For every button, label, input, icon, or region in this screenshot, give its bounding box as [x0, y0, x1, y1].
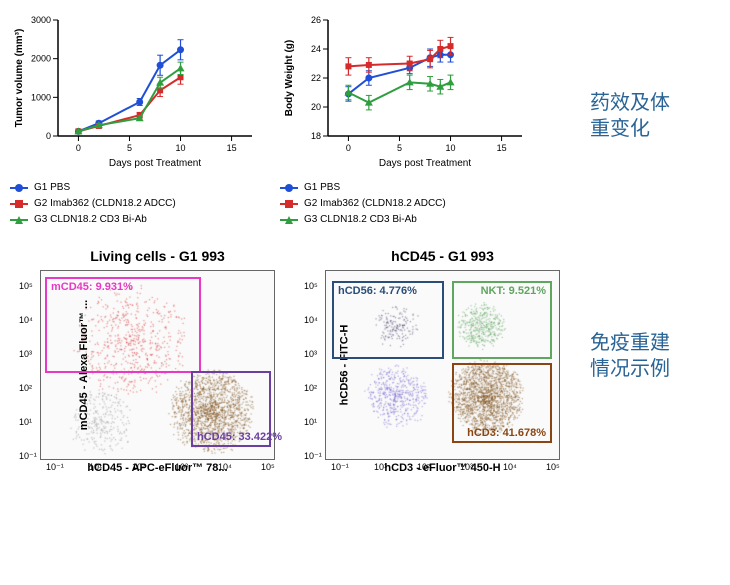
svg-text:0: 0	[76, 143, 81, 153]
svg-text:Body Weight (g): Body Weight (g)	[284, 40, 295, 116]
gate: hCD45: 33.422%	[191, 371, 271, 447]
tumor-volume-chart: 0 5 10 15 0 1000 2000 3000 Days post Treatment Tu…	[10, 10, 260, 228]
legend-item: G3 CLDN18.2 CD3 Bi-Ab	[280, 212, 530, 228]
flow-right-xlabel: hCD3 - eFluor™ 450-H	[325, 462, 560, 474]
flow-left: Living cells - G1 993 mCD45 - Alexa Fluo…	[40, 248, 275, 474]
svg-text:Days post Treatment: Days post Treatment	[109, 158, 201, 169]
gate: hCD56: 4.776%	[332, 281, 444, 359]
svg-text:10: 10	[446, 143, 456, 153]
side-label-efficacy: 药效及体重变化	[590, 90, 670, 142]
svg-text:15: 15	[497, 143, 507, 153]
svg-text:3000: 3000	[31, 15, 51, 25]
body-weight-chart: 0 5 10 15 18 20 22 24 26 Days post Treatment Body …	[280, 10, 530, 228]
svg-text:Days post Treatment: Days post Treatment	[379, 158, 471, 169]
svg-text:Tumor volume (mm³): Tumor volume (mm³)	[14, 29, 25, 128]
svg-text:22: 22	[311, 73, 321, 83]
legend-item: G1 PBS	[10, 180, 260, 196]
flow-right-title: hCD45 - G1 993	[325, 248, 560, 264]
svg-text:15: 15	[227, 143, 237, 153]
svg-text:1000: 1000	[31, 92, 51, 102]
svg-text:0: 0	[346, 143, 351, 153]
svg-text:26: 26	[311, 15, 321, 25]
side-label-immune: 免疫重建情况示例	[590, 330, 670, 382]
gate: NKT: 9.521%	[452, 281, 552, 359]
svg-text:10: 10	[176, 143, 186, 153]
legend-item: G1 PBS	[280, 180, 530, 196]
svg-text:24: 24	[311, 44, 321, 54]
svg-text:0: 0	[46, 131, 51, 141]
flow-left-title: Living cells - G1 993	[40, 248, 275, 264]
legend-item: G2 Imab362 (CLDN18.2 ADCC)	[280, 196, 530, 212]
gate: hCD3: 41.678%	[452, 363, 552, 443]
gate: mCD45: 9.931%	[45, 277, 201, 373]
svg-text:5: 5	[397, 143, 402, 153]
flow-left-xlabel: hCD45 - APC-eFluor™ 78...	[40, 462, 275, 474]
flow-right-plot: hCD56 - FITC-H hCD56: 4.776%NKT: 9.521%h…	[325, 270, 560, 460]
svg-text:5: 5	[127, 143, 132, 153]
svg-text:20: 20	[311, 102, 321, 112]
svg-text:2000: 2000	[31, 54, 51, 64]
legend-right: G1 PBSG2 Imab362 (CLDN18.2 ADCC)G3 CLDN1…	[280, 180, 530, 228]
flow-right: hCD45 - G1 993 hCD56 - FITC-H hCD56: 4.7…	[325, 248, 560, 474]
svg-text:18: 18	[311, 131, 321, 141]
legend-item: G2 Imab362 (CLDN18.2 ADCC)	[10, 196, 260, 212]
legend-left: G1 PBSG2 Imab362 (CLDN18.2 ADCC)G3 CLDN1…	[10, 180, 260, 228]
legend-item: G3 CLDN18.2 CD3 Bi-Ab	[10, 212, 260, 228]
flow-left-plot: mCD45 - Alexa Fluor™ ... mCD45: 9.931%hC…	[40, 270, 275, 460]
